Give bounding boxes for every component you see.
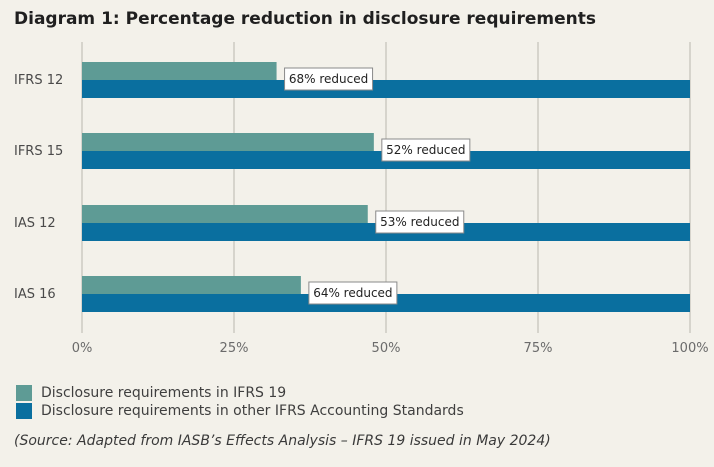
category-label-0: IFRS 12 xyxy=(14,73,63,88)
category-label-3: IAS 16 xyxy=(14,287,56,302)
annotation-box-2 xyxy=(375,210,465,234)
annotation-label-1: 52% reduced xyxy=(386,143,465,157)
x-tick-label-3: 75% xyxy=(524,341,553,356)
category-label-2: IAS 12 xyxy=(14,216,56,231)
x-tick-label-2: 50% xyxy=(372,341,401,356)
annotation-label-2: 53% reduced xyxy=(380,215,459,229)
source-note: (Source: Adapted from IASB’s Effects Ana… xyxy=(14,433,551,449)
bar-chart: 0% 25% 50% 75% 100% IFRS 12 68% reduced IFRS 15… xyxy=(14,42,709,356)
x-tick-label-4: 100% xyxy=(671,341,708,356)
annotation-box-0 xyxy=(284,67,374,91)
legend-swatch-ifrs19 xyxy=(16,385,32,401)
annotation-label-0: 68% reduced xyxy=(289,72,368,86)
legend-item-ifrs19: Disclosure requirements in IFRS 19 xyxy=(16,384,464,402)
bar-ifrs19-2 xyxy=(82,205,368,223)
annotation-box-1 xyxy=(381,138,471,162)
legend-swatch-other-standards xyxy=(16,403,32,419)
x-tick-label-1: 25% xyxy=(220,341,249,356)
chart-title: Diagram 1: Percentage reduction in discl… xyxy=(14,9,596,29)
x-tick-label-0: 0% xyxy=(72,341,93,356)
legend-item-other-standards: Disclosure requirements in other IFRS Ac… xyxy=(16,402,464,420)
bar-ifrs19-1 xyxy=(82,133,374,151)
legend: Disclosure requirements in IFRS 19 Discl… xyxy=(16,384,464,420)
legend-label-other-standards: Disclosure requirements in other IFRS Ac… xyxy=(41,403,464,419)
bar-other-standards-0 xyxy=(82,80,690,98)
bar-ifrs19-0 xyxy=(82,62,277,80)
category-label-1: IFRS 15 xyxy=(14,144,63,159)
legend-label-ifrs19: Disclosure requirements in IFRS 19 xyxy=(41,385,287,401)
annotation-box-3 xyxy=(308,281,398,305)
annotation-label-3: 64% reduced xyxy=(313,286,392,300)
bar-ifrs19-3 xyxy=(82,276,301,294)
